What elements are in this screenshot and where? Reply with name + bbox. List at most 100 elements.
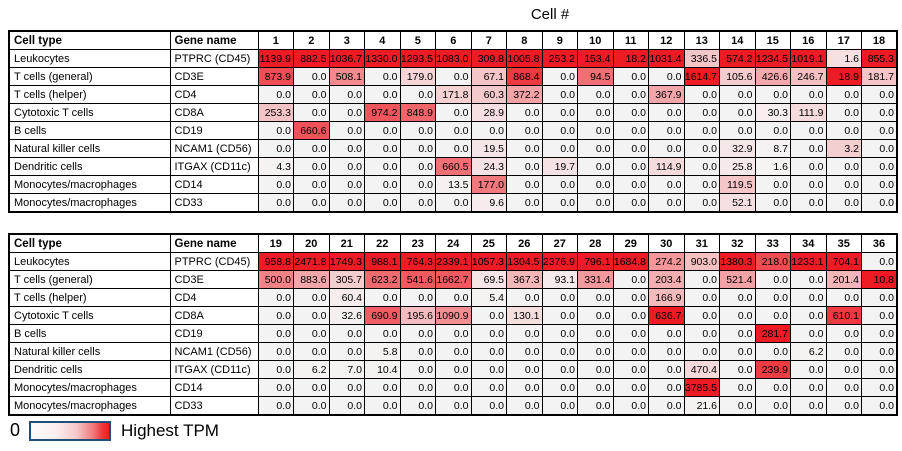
tpm-value-cell: 0.0 [257, 175, 294, 194]
tpm-value-cell: 0.0 [293, 139, 330, 158]
tpm-value-cell: 868.4 [506, 67, 543, 86]
tpm-value-cell: 218.0 [754, 252, 791, 271]
col-header-cell-type: Cell type [8, 233, 171, 253]
tpm-value-cell: 0.0 [293, 396, 330, 416]
heatmap-row: T cells (general) CD3E 500.0 883.6 305.7 623.… [8, 270, 898, 289]
tpm-value-cell: 0.0 [470, 396, 507, 416]
tpm-value-cell: 610.1 [825, 306, 862, 325]
heatmap-table-cells-19-36: Cell type Gene name 19 20 21 22 23 24 25 26 27 28 29… [8, 233, 898, 416]
tpm-value-cell: 52.1 [719, 193, 756, 213]
tpm-value-cell: 246.7 [790, 67, 827, 86]
tpm-value-cell: 30.3 [754, 103, 791, 122]
tpm-value-cell: 0.0 [754, 288, 791, 307]
tpm-value-cell: 0.0 [790, 378, 827, 397]
tpm-value-cell: 0.0 [612, 324, 649, 343]
tpm-value-cell: 0.0 [790, 288, 827, 307]
tpm-value-cell: 0.0 [648, 67, 685, 86]
tpm-value-cell: 13.5 [435, 175, 472, 194]
tpm-value-cell: 0.0 [790, 324, 827, 343]
heatmap-row: Leukocytes PTPRC (CD45) 958.8 2471.8 1749.3 9… [8, 252, 898, 271]
heatmap-table-cells-1-18: Cell type Gene name 1 2 3 4 5 6 7 8 9 10 11 12 13 14 15 1… [8, 30, 898, 213]
tpm-value-cell: 1233.1 [790, 252, 827, 271]
tpm-value-cell: 0.0 [861, 193, 898, 213]
heatmap-row: Monocytes/macrophages CD33 0.0 0.0 0.0 0.0 0.0… [8, 396, 898, 416]
tpm-value-cell: 0.0 [541, 85, 578, 104]
tpm-value-cell: 0.0 [293, 324, 330, 343]
col-header-cell-30: 30 [648, 233, 685, 253]
tpm-value-cell: 0.0 [790, 121, 827, 140]
tpm-value-cell: 0.0 [648, 324, 685, 343]
tpm-value-cell: 0.0 [257, 121, 294, 140]
tpm-value-cell: 0.0 [293, 85, 330, 104]
tpm-value-cell: 8.7 [754, 139, 791, 158]
col-header-cell-19: 19 [257, 233, 294, 253]
color-scale-legend: 0 Highest TPM [10, 420, 219, 441]
tpm-value-cell: 0.0 [648, 193, 685, 213]
tpm-value-cell: 0.0 [435, 193, 472, 213]
tpm-value-cell: 0.0 [435, 360, 472, 379]
tpm-value-cell: 0.0 [577, 121, 614, 140]
cell-type-label: Leukocytes [8, 49, 171, 68]
tpm-value-cell: 0.0 [506, 157, 543, 176]
cell-type-label: B cells [8, 324, 171, 343]
tpm-value-cell: 0.0 [328, 324, 365, 343]
tpm-value-cell: 0.0 [435, 139, 472, 158]
tpm-value-cell: 0.0 [541, 396, 578, 416]
tpm-value-cell: 0.0 [470, 306, 507, 325]
tpm-value-cell: 2376.9 [541, 252, 578, 271]
tpm-value-cell: 0.0 [612, 378, 649, 397]
tpm-value-cell: 0.0 [399, 360, 436, 379]
tpm-value-cell: 0.0 [612, 121, 649, 140]
tpm-value-cell: 1293.5 [399, 49, 436, 68]
tpm-value-cell: 201.4 [825, 270, 862, 289]
tpm-value-cell: 1090.9 [435, 306, 472, 325]
gene-name-label: CD19 [169, 121, 259, 140]
tpm-value-cell: 0.0 [612, 103, 649, 122]
tpm-value-cell: 0.0 [577, 85, 614, 104]
tpm-value-cell: 0.0 [257, 378, 294, 397]
col-header-cell-9: 9 [541, 30, 578, 50]
tpm-value-cell: 367.9 [648, 85, 685, 104]
tpm-value-cell: 0.0 [790, 360, 827, 379]
tpm-value-cell: 0.0 [790, 175, 827, 194]
tpm-value-cell: 10.4 [364, 360, 401, 379]
heatmap-row: Cytotoxic T cells CD8A 253.3 0.0 0.0 974.2 848… [8, 103, 898, 122]
col-header-cell-26: 26 [506, 233, 543, 253]
col-header-cell-18: 18 [861, 30, 898, 50]
cell-type-label: T cells (helper) [8, 85, 171, 104]
tpm-value-cell: 0.0 [399, 193, 436, 213]
col-header-cell-22: 22 [364, 233, 401, 253]
tpm-value-cell: 0.0 [293, 157, 330, 176]
tpm-value-cell: 0.0 [399, 175, 436, 194]
tpm-value-cell: 0.0 [435, 378, 472, 397]
tpm-value-cell: 0.0 [612, 306, 649, 325]
col-header-gene-name: Gene name [169, 233, 259, 253]
tpm-value-cell: 0.0 [790, 157, 827, 176]
col-header-cell-14: 14 [719, 30, 756, 50]
col-header-cell-35: 35 [825, 233, 862, 253]
tpm-value-cell: 0.0 [648, 396, 685, 416]
tpm-value-cell: 0.0 [257, 139, 294, 158]
tpm-value-cell: 0.0 [577, 396, 614, 416]
tpm-value-cell: 0.0 [612, 157, 649, 176]
tpm-value-cell: 18.2 [612, 49, 649, 68]
tpm-value-cell: 0.0 [541, 288, 578, 307]
tpm-value-cell: 181.7 [861, 67, 898, 86]
tpm-value-cell: 0.0 [577, 139, 614, 158]
tpm-value-cell: 0.0 [825, 193, 862, 213]
col-header-cell-8: 8 [506, 30, 543, 50]
tpm-value-cell: 2471.8 [293, 252, 330, 271]
gene-name-label: CD19 [169, 324, 259, 343]
tpm-value-cell: 0.0 [257, 396, 294, 416]
tpm-value-cell: 0.0 [861, 157, 898, 176]
tpm-value-cell: 0.0 [719, 396, 756, 416]
tpm-value-cell: 0.0 [328, 157, 365, 176]
tpm-value-cell: 1380.3 [719, 252, 756, 271]
tpm-value-cell: 93.1 [541, 270, 578, 289]
tpm-value-cell: 1304.5 [506, 252, 543, 271]
cell-type-label: Monocytes/macrophages [8, 378, 171, 397]
tpm-value-cell: 796.1 [577, 252, 614, 271]
col-header-cell-13: 13 [683, 30, 720, 50]
tpm-value-cell: 0.0 [683, 121, 720, 140]
heatmap-row: Dendritic cells ITGAX (CD11c) 4.3 0.0 0.0 0.0… [8, 157, 898, 176]
